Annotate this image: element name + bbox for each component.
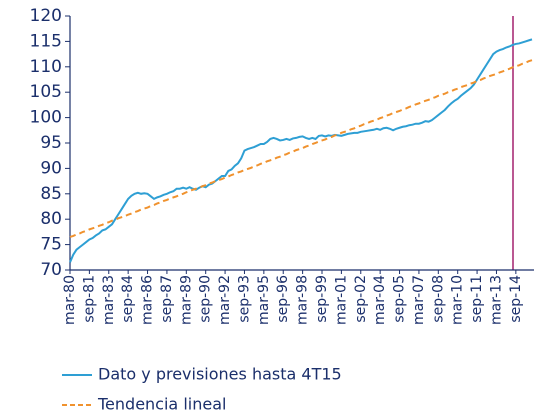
x-tick-label: mar-98: [295, 275, 311, 325]
legend-label: Dato y previsiones hasta 4T15: [98, 365, 342, 384]
x-tick-label: mar-10: [450, 275, 466, 325]
y-tick-label: 70: [40, 260, 62, 280]
x-tick-label: sep-99: [314, 275, 330, 323]
y-tick-label: 80: [40, 209, 62, 229]
x-tick-label: sep-93: [236, 275, 252, 323]
series-line: [69, 59, 533, 238]
x-tick-label: mar-13: [488, 275, 504, 325]
x-tick-label: sep-96: [275, 275, 291, 323]
legend-label: Tendencia lineal: [97, 395, 226, 414]
x-tick-label: sep-05: [392, 275, 408, 323]
x-tick-label: mar-83: [101, 275, 117, 325]
x-tick-label: sep-11: [469, 275, 485, 323]
x-tick-label: mar-80: [62, 275, 78, 325]
x-tick-label: sep-90: [198, 275, 214, 323]
x-tick-label: sep-87: [159, 275, 175, 323]
series-line: [69, 38, 533, 263]
y-tick-label: 105: [30, 82, 62, 102]
y-tick-label: 85: [40, 184, 62, 204]
x-tick-label: mar-07: [411, 275, 427, 325]
x-tick-label: mar-04: [372, 275, 388, 325]
x-tick-label: sep-08: [430, 275, 446, 323]
x-tick-label: mar-01: [333, 275, 349, 325]
x-tick-label: sep-81: [81, 275, 97, 323]
y-tick-label: 90: [40, 158, 62, 178]
x-tick-label: sep-02: [353, 275, 369, 323]
y-tick-label: 110: [30, 57, 62, 77]
x-tick-label: mar-95: [256, 275, 272, 325]
x-tick-label: mar-89: [178, 275, 194, 325]
x-tick-label: sep-84: [120, 275, 136, 323]
x-tick-label: mar-86: [140, 275, 156, 325]
y-tick-label: 120: [30, 6, 62, 26]
y-tick-label: 95: [40, 133, 62, 153]
x-tick-label: mar-92: [217, 275, 233, 325]
y-tick-label: 75: [40, 235, 62, 255]
y-tick-label: 100: [30, 108, 62, 128]
x-tick-label: sep-14: [508, 275, 524, 323]
y-tick-label: 115: [30, 31, 62, 51]
